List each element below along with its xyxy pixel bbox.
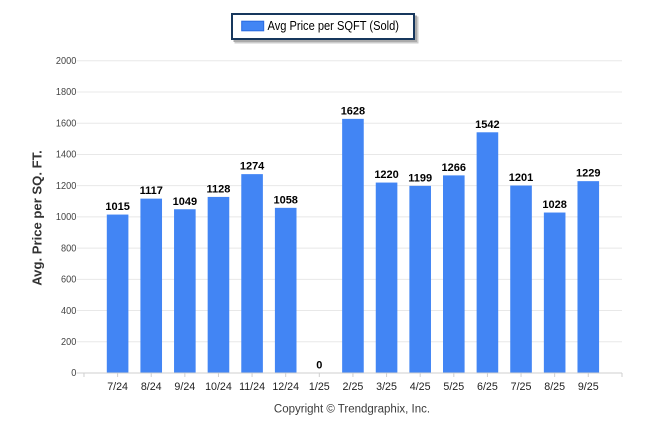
svg-text:1200: 1200 — [56, 181, 77, 192]
svg-text:600: 600 — [61, 275, 77, 286]
svg-text:0: 0 — [71, 368, 77, 379]
svg-text:9/25: 9/25 — [578, 381, 599, 393]
svg-text:1400: 1400 — [56, 150, 77, 161]
svg-text:400: 400 — [61, 306, 77, 317]
svg-text:3/25: 3/25 — [376, 381, 397, 393]
svg-text:1542: 1542 — [475, 119, 499, 131]
svg-text:7/25: 7/25 — [511, 381, 532, 393]
svg-text:200: 200 — [61, 337, 77, 348]
svg-text:0: 0 — [316, 360, 322, 372]
svg-text:1229: 1229 — [576, 168, 600, 180]
svg-text:1/25: 1/25 — [309, 381, 330, 393]
svg-text:Avg Price per SQFT (Sold): Avg Price per SQFT (Sold) — [268, 18, 400, 33]
svg-text:1220: 1220 — [374, 169, 398, 181]
svg-text:6/25: 6/25 — [477, 381, 498, 393]
svg-text:1028: 1028 — [542, 199, 566, 211]
svg-text:1058: 1058 — [273, 194, 297, 206]
svg-text:8/24: 8/24 — [141, 381, 162, 393]
svg-text:9/24: 9/24 — [174, 381, 195, 393]
svg-text:1201: 1201 — [509, 172, 533, 184]
svg-text:1049: 1049 — [173, 196, 197, 208]
svg-text:1266: 1266 — [442, 162, 466, 174]
svg-text:1628: 1628 — [341, 105, 365, 117]
svg-text:Copyright © Trendgraphix, Inc.: Copyright © Trendgraphix, Inc. — [274, 403, 430, 415]
svg-text:11/24: 11/24 — [239, 381, 265, 393]
svg-text:8/25: 8/25 — [544, 381, 565, 393]
svg-text:12/24: 12/24 — [272, 381, 299, 393]
svg-text:Avg. Price per SQ. FT.: Avg. Price per SQ. FT. — [29, 150, 44, 286]
svg-text:1600: 1600 — [56, 118, 77, 129]
svg-text:5/25: 5/25 — [443, 381, 464, 393]
svg-text:1800: 1800 — [56, 87, 77, 98]
svg-text:1117: 1117 — [140, 185, 163, 197]
svg-text:1000: 1000 — [56, 212, 77, 223]
svg-text:2000: 2000 — [56, 56, 77, 67]
svg-text:4/25: 4/25 — [410, 381, 431, 393]
svg-text:1274: 1274 — [240, 161, 265, 173]
svg-text:2/25: 2/25 — [343, 381, 364, 393]
svg-text:7/24: 7/24 — [107, 381, 128, 393]
svg-text:1199: 1199 — [408, 172, 432, 184]
svg-text:1128: 1128 — [207, 183, 231, 195]
svg-text:800: 800 — [61, 243, 77, 254]
svg-text:1015: 1015 — [105, 201, 129, 213]
svg-text:10/24: 10/24 — [205, 381, 232, 393]
